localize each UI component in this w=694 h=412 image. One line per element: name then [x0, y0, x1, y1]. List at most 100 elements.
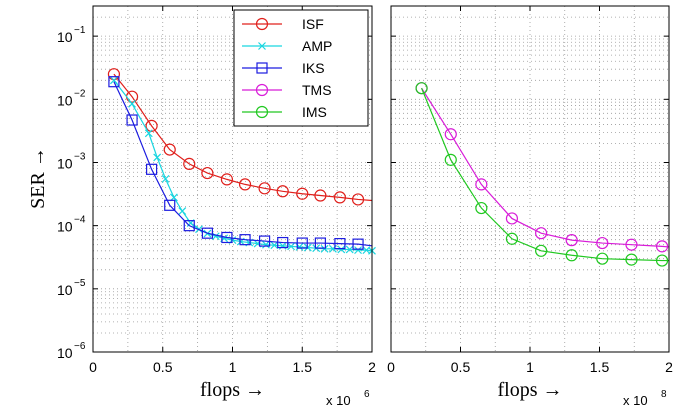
data-point-iks — [352, 238, 364, 250]
legend-marker — [258, 42, 266, 50]
data-point-iks — [239, 234, 251, 246]
data-point-amp — [320, 244, 329, 253]
legend: ISF AMP IKS TMS IMS — [233, 9, 369, 127]
series-line-isf — [113, 73, 373, 202]
data-point-ims — [475, 201, 488, 215]
data-point-amp — [161, 174, 170, 183]
data-point-isf — [183, 157, 196, 170]
y-tick-label: 10 — [57, 155, 73, 171]
legend-entry-isf: ISF — [242, 16, 324, 32]
legend-marker — [255, 17, 269, 31]
data-point-ims — [535, 244, 548, 257]
data-point-iks — [277, 236, 289, 249]
data-point-iks — [201, 227, 213, 239]
data-point-ims — [565, 249, 578, 262]
series-tms — [415, 82, 670, 253]
x-multiplier-label: x 10 — [326, 393, 351, 408]
x-multiplier-label: x 10 — [623, 393, 648, 408]
data-point-amp — [262, 240, 270, 249]
x-tick-label: 0.5 — [451, 359, 471, 375]
data-point-isf — [351, 193, 365, 206]
data-point-amp — [110, 76, 118, 85]
x-tick-label: 0.5 — [153, 359, 173, 375]
data-point-amp — [270, 241, 279, 250]
y-tick-label: 10 — [57, 282, 73, 298]
data-point-tms — [475, 178, 488, 191]
data-point-isf — [296, 187, 309, 200]
data-point-tms — [444, 128, 457, 141]
legend-marker — [256, 62, 268, 74]
legend-entry-iks: IKS — [242, 60, 325, 76]
data-point-ims — [444, 153, 457, 166]
data-point-iks — [334, 237, 346, 250]
data-point-iks — [221, 231, 233, 244]
panel-2: 0 0.5 1 1.5 2 flops → x 10 8 — [387, 5, 673, 408]
data-point-isf — [314, 189, 327, 202]
data-point-amp — [128, 99, 136, 108]
legend-entry-amp: AMP — [242, 38, 332, 54]
x-tick-label: 1 — [229, 359, 237, 375]
y-tick-label: 10 — [57, 92, 73, 108]
data-point-ims — [415, 82, 428, 95]
data-point-isf — [276, 185, 289, 198]
data-point-ims — [655, 254, 669, 267]
data-point-ims — [625, 253, 638, 266]
y-tick-exponent: −1 — [74, 25, 86, 36]
data-point-tms — [535, 227, 548, 240]
data-point-amp — [144, 129, 153, 138]
data-point-isf — [145, 119, 158, 132]
data-point-amp — [287, 242, 296, 251]
series-line-iks — [113, 81, 373, 247]
x-axis-label: flops → — [498, 379, 563, 401]
legend-label: IKS — [302, 60, 325, 76]
data-point-isf — [163, 143, 176, 156]
x-tick-label: 2 — [368, 359, 376, 375]
legend-label: TMS — [302, 82, 332, 98]
data-point-isf — [258, 182, 271, 195]
legend-entry-tms: TMS — [242, 82, 332, 98]
data-point-iks — [164, 199, 176, 211]
data-point-amp — [354, 246, 362, 255]
data-point-ims — [596, 252, 609, 265]
y-tick-label: 10 — [57, 345, 73, 361]
y-tick-exponent: −3 — [74, 151, 86, 162]
data-point-amp — [178, 207, 187, 216]
x-tick-label: 2 — [665, 359, 673, 375]
legend-marker — [255, 83, 269, 97]
data-point-isf — [220, 173, 234, 186]
x-multiplier-exponent: 6 — [364, 389, 370, 400]
legend-entry-ims: IMS — [242, 104, 327, 120]
x-tick-label: 0 — [387, 359, 395, 375]
series-line-tms — [421, 87, 670, 248]
data-point-tms — [596, 236, 609, 250]
x-tick-label: 1.5 — [293, 359, 313, 375]
data-point-iks — [183, 220, 195, 232]
data-point-amp — [153, 153, 162, 162]
data-point-amp — [345, 245, 354, 254]
legend-label: AMP — [302, 38, 332, 54]
data-point-isf — [238, 178, 252, 191]
data-point-iks — [296, 237, 308, 249]
data-point-iks — [145, 163, 158, 175]
x-tick-label: 0 — [89, 359, 97, 375]
y-tick-exponent: −4 — [74, 215, 86, 226]
x-multiplier-exponent: 8 — [661, 389, 667, 400]
data-point-iks — [126, 114, 138, 126]
data-point-tms — [565, 234, 578, 247]
data-point-tms — [505, 212, 519, 225]
y-tick-exponent: −5 — [74, 278, 86, 289]
legend-label: IMS — [302, 104, 327, 120]
series-ims — [415, 82, 669, 267]
legend-marker — [255, 105, 269, 119]
data-point-iks — [258, 235, 271, 247]
data-point-isf — [333, 191, 347, 204]
x-tick-label: 1.5 — [590, 359, 610, 375]
data-point-iks — [108, 76, 120, 88]
x-axis-label: flops → — [200, 379, 265, 401]
y-tick-exponent: −6 — [74, 341, 86, 352]
y-axis-label: SER → — [27, 147, 49, 209]
x-tick-label: 1 — [526, 359, 534, 375]
y-tick-exponent: −2 — [74, 88, 86, 99]
data-point-isf — [201, 166, 214, 180]
